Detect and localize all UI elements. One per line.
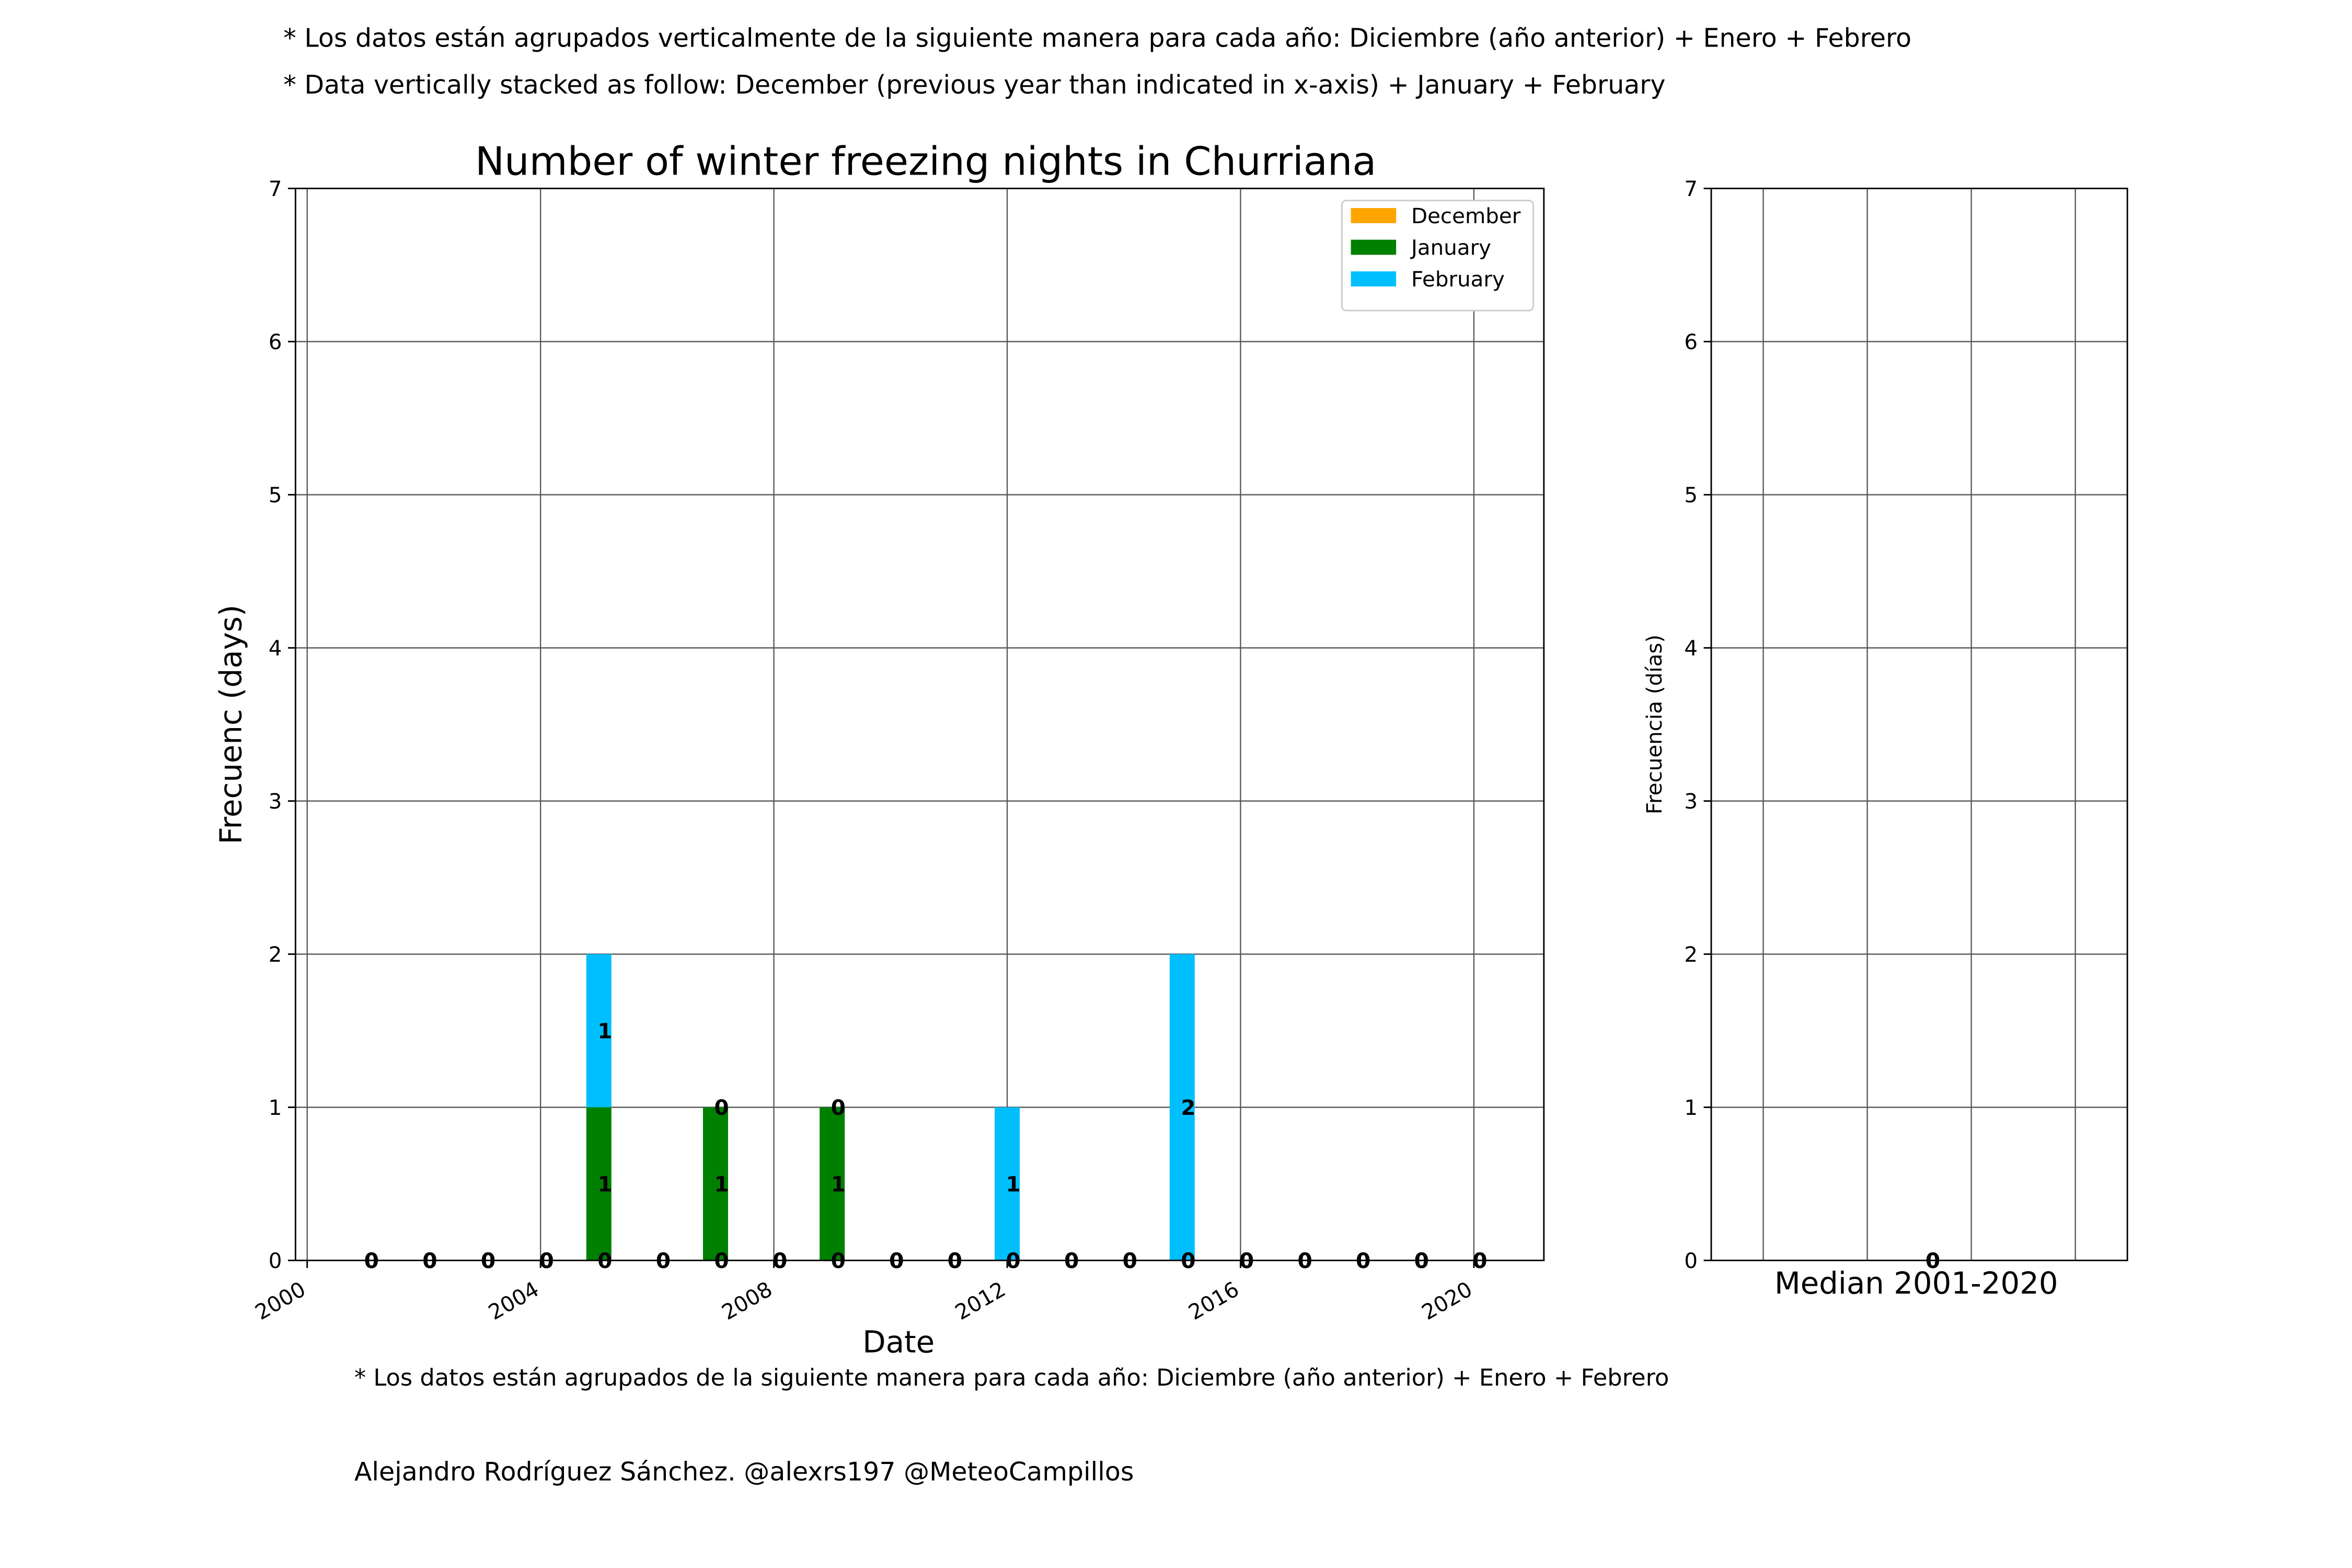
y-tick-label: 7	[1684, 177, 1698, 201]
legend-label: January	[1410, 235, 1491, 260]
y-tick-label: 4	[1684, 636, 1698, 661]
y-tick-label: 6	[269, 330, 282, 354]
credit: Alejandro Rodríguez Sánchez. @alexrs197 …	[354, 1457, 1134, 1487]
data-label: 0	[831, 1096, 846, 1120]
median-grid	[1762, 188, 2076, 1261]
y-tick-label: 0	[269, 1249, 282, 1273]
data-label: 1	[714, 1172, 729, 1196]
y-tick-label: 2	[1684, 942, 1698, 967]
data-label: 0	[714, 1096, 729, 1120]
y-tick-label: 5	[1684, 483, 1698, 508]
data-label: 1	[597, 1172, 612, 1196]
y-tick-label: 7	[269, 177, 282, 201]
y-tick-label: 3	[269, 789, 282, 814]
y-axis-label: Frecuenc (days)	[213, 605, 249, 844]
note: * Los datos están agrupados verticalment…	[283, 22, 1911, 53]
footnote: * Los datos están agrupados de la siguie…	[354, 1364, 1669, 1391]
data-label: 1	[597, 1019, 612, 1043]
bar	[586, 954, 612, 1108]
y-tick-label: 3	[1684, 789, 1698, 814]
y-axis-label: Frecuencia (días)	[1642, 635, 1667, 814]
y-tick-label: 6	[1684, 330, 1698, 354]
legend-swatch	[1351, 239, 1397, 255]
y-tick-label: 0	[1684, 1249, 1698, 1273]
axes-frame	[1710, 188, 2128, 1261]
chart-title: Number of winter freezing nights in Chur…	[475, 139, 1376, 185]
note: * Data vertically stacked as follow: Dec…	[283, 70, 1665, 100]
y-tick-label: 4	[269, 636, 282, 661]
bar	[586, 1107, 612, 1261]
data-label: 1	[831, 1172, 846, 1196]
legend-swatch	[1351, 208, 1397, 223]
y-tick-label: 2	[269, 942, 282, 967]
x-axis-label: Median 2001-2020	[1774, 1265, 2058, 1301]
legend-label: December	[1411, 204, 1521, 228]
legend-swatch	[1351, 271, 1397, 287]
bar	[1169, 954, 1195, 1261]
y-tick-label: 1	[1684, 1096, 1698, 1120]
legend-label: February	[1411, 267, 1505, 292]
axes-frame	[294, 188, 1545, 1261]
bar	[995, 1107, 1020, 1261]
x-axis-label: Date	[862, 1324, 935, 1360]
bar	[702, 1107, 728, 1261]
data-label: 1	[1006, 1172, 1021, 1196]
y-tick-label: 5	[269, 483, 282, 508]
data-label: 2	[1181, 1096, 1195, 1120]
bar	[820, 1107, 845, 1261]
y-tick-label: 1	[269, 1096, 282, 1120]
